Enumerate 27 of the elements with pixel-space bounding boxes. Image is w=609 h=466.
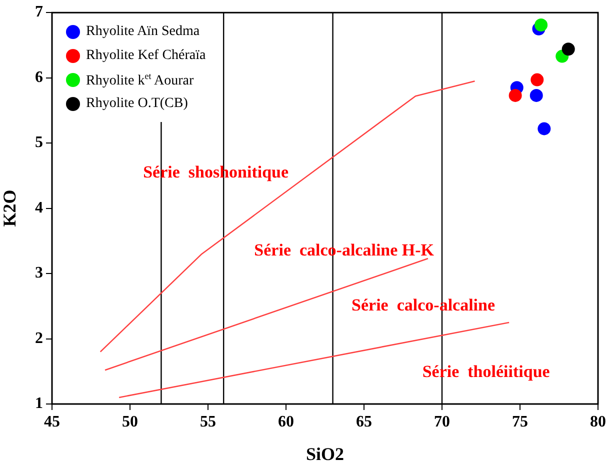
- y-tick-label: 1: [35, 395, 43, 412]
- y-tick-label: 5: [35, 134, 43, 152]
- x-tick-label: 50: [122, 414, 138, 431]
- y-tick-label: 4: [35, 199, 43, 216]
- x-tick-label: 75: [512, 414, 528, 431]
- legend-label: Rhyolite Kef Chéraïa: [86, 48, 206, 64]
- x-axis-title: SiO2: [306, 444, 344, 464]
- x-tick-label: 45: [44, 414, 60, 431]
- legend-label: Rhyolite k$^{et}$ Aourar: [86, 70, 194, 90]
- legend-label: Rhyolite O.T(CB): [86, 96, 188, 112]
- legend-label: Rhyolite Aïn Sedma: [86, 24, 200, 40]
- y-tick-label: 7: [35, 4, 43, 21]
- y-tick-label: 2: [35, 330, 43, 347]
- point: [562, 42, 575, 56]
- y-axis-title: K2O: [0, 190, 20, 227]
- x-tick-label: 80: [590, 414, 606, 431]
- point: [534, 18, 548, 32]
- point: [530, 88, 543, 102]
- point: [538, 122, 551, 136]
- point: [508, 88, 522, 102]
- y-tick-label: 3: [35, 264, 43, 282]
- x-tick-label: 65: [356, 414, 372, 431]
- point: [530, 73, 544, 86]
- x-tick-label: 60: [278, 414, 294, 431]
- y-tick-label: 6: [35, 68, 43, 86]
- x-tick-label: 55: [200, 414, 216, 431]
- x-tick-label: 70: [434, 414, 450, 431]
